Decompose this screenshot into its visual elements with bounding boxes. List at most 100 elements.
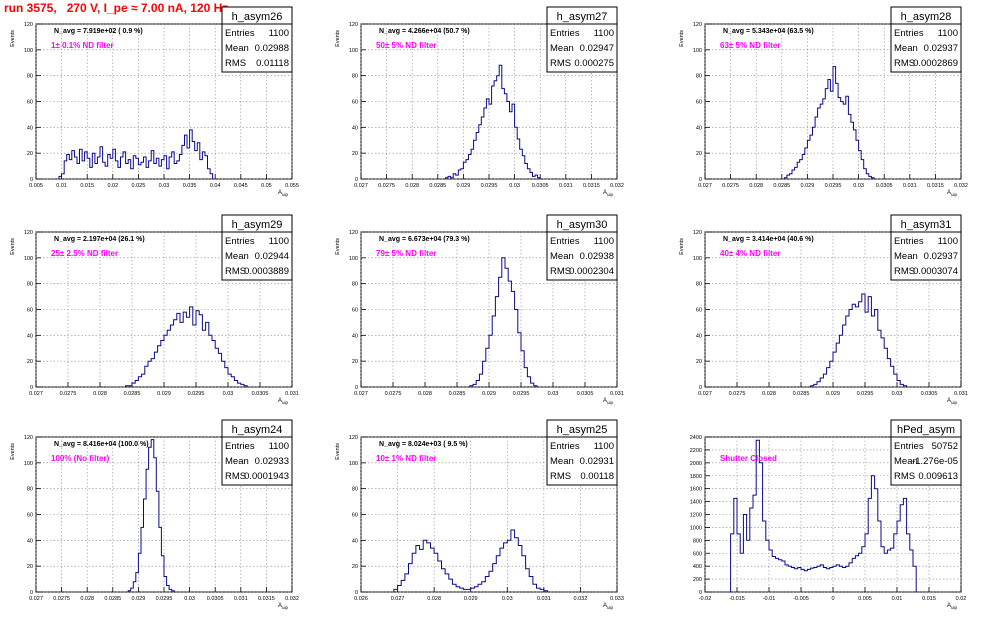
stats-key: RMS: [550, 471, 571, 482]
histogram-title: h_asym25: [557, 424, 608, 436]
x-tick-label: 0.0305: [252, 391, 269, 397]
stats-key: Mean: [894, 251, 918, 262]
y-axis-label: Events: [679, 238, 685, 255]
x-tick-label: 0.0295: [857, 391, 874, 397]
x-tick-label: 0.03: [853, 183, 864, 189]
stats-box: [890, 6, 962, 73]
stats-value: 0.01118: [256, 58, 289, 69]
stats-value: 0.0003074: [913, 266, 958, 277]
stats-box: [221, 214, 293, 281]
filter-label: 50± 5% ND filter: [376, 41, 436, 50]
x-tick-label: 0.03: [509, 183, 520, 189]
histogram-line: [58, 129, 214, 179]
x-tick-label: 0.03: [184, 596, 195, 602]
stats-box: [546, 6, 618, 73]
y-tick-label: 20: [27, 359, 33, 365]
y-tick-label: 20: [352, 151, 358, 157]
x-axis-label: Auip: [278, 603, 289, 610]
x-tick-label: 0.029: [482, 391, 496, 397]
x-tick-label: 0.05: [261, 183, 272, 189]
histogram-title: h_asym24: [232, 424, 283, 436]
x-tick-label: 0.0275: [378, 183, 395, 189]
stats-value: 0.02938: [580, 251, 614, 262]
y-tick-label: 80: [27, 74, 33, 80]
filter-label: 100% (No filter): [51, 454, 110, 463]
x-tick-label: 0.028: [93, 391, 107, 397]
y-tick-label: 1800: [690, 474, 702, 480]
y-tick-label: 80: [352, 282, 358, 288]
y-tick-label: 40: [352, 333, 358, 339]
x-tick-label: 0.027: [698, 391, 712, 397]
y-tick-label: 20: [696, 359, 702, 365]
x-tick-label: 0.031: [537, 596, 551, 602]
x-axis-label: Auip: [603, 398, 614, 405]
histogram-panel: 0 20 40 60 80 100 120 0.026 0.027 0.028 0.029 0.03 0…: [335, 419, 624, 610]
stats-key: RMS: [894, 58, 915, 69]
histogram-title: h_asym30: [557, 219, 608, 231]
x-tick-label: 0.029: [826, 391, 840, 397]
x-tick-label: 0.0275: [385, 391, 402, 397]
y-tick-label: 100: [349, 48, 358, 54]
x-tick-label: 0.0285: [429, 183, 446, 189]
histogram-panel: 0 200 400 600 800 1000 1200 1400 1600 1800 2000 220…: [690, 419, 966, 610]
stats-value: 0.02933: [255, 456, 289, 467]
x-tick-label: 0.032: [954, 183, 968, 189]
x-tick-label: 0.0285: [124, 391, 141, 397]
histogram-line: [127, 439, 175, 592]
stats-value: 0.02931: [580, 456, 614, 467]
histogram-title: hPed_asym: [897, 424, 955, 436]
stats-key: Mean: [894, 456, 918, 467]
x-tick-label: 0.04: [210, 183, 221, 189]
x-tick-label: 0.0295: [825, 183, 842, 189]
histogram-panel: 0 20 40 60 80 100 120 0.027 0.0275 0.028 0.0285 0.0…: [679, 6, 968, 197]
stats-key: RMS: [894, 471, 915, 482]
y-axis-label: Events: [10, 30, 16, 47]
y-tick-label: 0: [699, 177, 702, 183]
x-axis-label: Auip: [947, 190, 958, 197]
y-axis-label: Events: [335, 238, 341, 255]
x-tick-label: 0.035: [183, 183, 197, 189]
y-tick-label: 20: [352, 359, 358, 365]
histogram-panel: 0 20 40 60 80 100 120 0.027 0.0275 0.028 0.0285 0.0…: [335, 214, 624, 405]
x-tick-label: 0.005: [858, 596, 872, 602]
x-axis-label: Auip: [947, 603, 958, 610]
n-avg-label: N_avg = 5.343e+04 (63.5 %): [723, 28, 814, 35]
y-tick-label: 100: [24, 256, 33, 262]
x-tick-label: 0.033: [610, 596, 624, 602]
x-tick-label: 0.03: [548, 391, 559, 397]
filter-label: 40± 4% ND filter: [720, 249, 780, 258]
x-tick-label: 0.03: [892, 391, 903, 397]
y-axis-label: Events: [10, 238, 16, 255]
n-avg-label: N_avg = 8.024e+03 ( 9.5 %): [379, 441, 468, 448]
histogram-line: [810, 293, 908, 387]
y-tick-label: 1600: [690, 487, 702, 493]
x-tick-label: 0.029: [157, 391, 171, 397]
y-tick-label: 120: [349, 435, 358, 441]
x-tick-label: 0: [831, 596, 834, 602]
x-tick-label: 0.0295: [156, 596, 173, 602]
stats-key: RMS: [225, 471, 246, 482]
x-axis-label: Auip: [603, 603, 614, 610]
x-tick-label: 0.032: [285, 596, 299, 602]
x-tick-label: 0.029: [464, 596, 478, 602]
y-tick-label: 40: [27, 125, 33, 131]
y-tick-label: 100: [24, 48, 33, 54]
y-tick-label: 0: [355, 385, 358, 391]
y-tick-label: 40: [27, 333, 33, 339]
stats-key: Mean: [550, 456, 574, 467]
y-tick-label: 20: [27, 151, 33, 157]
n-avg-label: N_avg = 8.416e+04 (100.0 %): [54, 441, 149, 448]
y-tick-label: 60: [352, 513, 358, 519]
histogram-panel: 0 20 40 60 80 100 120 0.005 0.01 0.015 0.02 0.025 0.…: [10, 6, 299, 197]
y-tick-label: 0: [699, 590, 702, 596]
y-tick-label: 2400: [690, 435, 702, 441]
x-tick-label: 0.0275: [729, 391, 746, 397]
x-tick-label: 0.0275: [60, 391, 77, 397]
filter-label: Shutter Closed: [720, 454, 777, 463]
stats-value: 1100: [938, 28, 958, 39]
y-tick-label: 1200: [690, 513, 702, 519]
x-tick-label: 0.028: [762, 391, 776, 397]
stats-key: RMS: [550, 266, 571, 277]
x-tick-label: -0.01: [763, 596, 776, 602]
n-avg-label: N_avg = 4.266e+04 (50.7 %): [379, 28, 470, 35]
